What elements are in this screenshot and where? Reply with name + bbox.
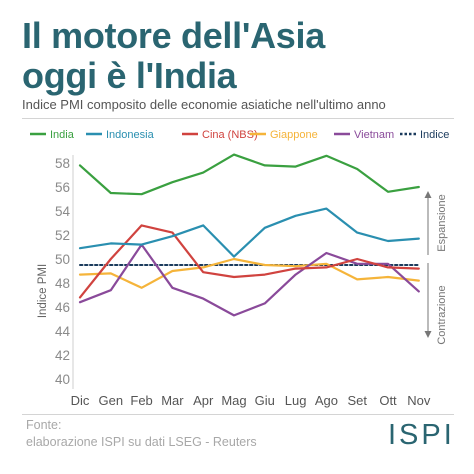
expansion-label: Espansione [436,194,448,252]
x-tick-label: Ago [315,393,338,408]
x-tick-label: Mag [221,393,246,408]
chart-legend: India Indonesia Cina (NBS) Giappone Vietnam I… [30,129,449,141]
y-tick-label: 44 [55,324,71,339]
x-tick-label: Mar [161,393,184,408]
y-axis-title: Indice PMI [37,264,49,318]
source-text: elaborazione ISPI su dati LSEG - Reuters [26,435,257,449]
y-tick-label: 48 [55,276,70,291]
y-tick-label: 52 [55,228,70,243]
legend-label-vietnam: Vietnam [354,129,394,141]
source-label: Fonte: [26,418,62,432]
x-tick-label: Ott [379,393,397,408]
chart-subtitle: Indice PMI composito delle economie asia… [22,97,386,112]
x-tick-label: Apr [193,393,214,408]
expansion-arrow-head [424,191,432,198]
source-note: Fonte: elaborazione ISPI su dati LSEG - … [26,417,257,451]
title-line-2: oggi è l'India [22,55,237,96]
chart-axes: 40 42 44 46 48 50 52 54 56 58 Dic Gen Feb Mar Apr Mag Gi… [37,155,431,408]
series-line-vietnam [78,243,420,317]
series-line-cina-nbs [78,224,420,299]
chart-annotations: Espansione Contrazione [424,191,448,345]
legend-label-india: India [50,129,75,141]
chart-series [78,153,420,317]
bottom-divider [22,414,454,415]
contraction-label: Contrazione [436,285,448,344]
y-tick-label: 46 [55,300,70,315]
x-tick-label: Gen [99,393,124,408]
x-tick-label: Giu [255,393,275,408]
x-tick-label: Dic [71,393,90,408]
x-tick-label: Set [347,393,367,408]
y-tick-label: 56 [55,180,70,195]
legend-label-indonesia: Indonesia [106,129,155,141]
legend-label-indice: Indice [420,129,449,141]
top-divider [22,118,454,119]
y-tick-label: 40 [55,372,70,387]
legend-label-cina-nbs: Cina (NBS) [202,129,258,141]
ispi-logo: ISPI [388,419,455,451]
y-tick-label: 54 [55,204,71,219]
contraction-arrow-head [424,331,432,338]
y-tick-label: 50 [55,252,70,267]
x-tick-label: Nov [407,393,431,408]
series-line-indonesia [78,207,420,258]
legend-label-giappone: Giappone [270,129,318,141]
y-tick-label: 42 [55,348,70,363]
y-tick-label: 58 [55,156,70,171]
x-tick-label: Lug [285,393,307,408]
title-line-1: Il motore dell'Asia [22,15,325,56]
series-line-india [78,153,420,196]
page-title: Il motore dell'Asia oggi è l'India [22,16,462,96]
series-line-giappone [78,257,420,289]
x-tick-label: Feb [130,393,152,408]
